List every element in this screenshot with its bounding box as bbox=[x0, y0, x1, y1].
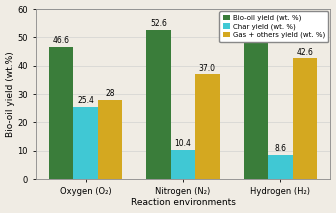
Bar bbox=[98, 100, 122, 179]
Text: 25.4: 25.4 bbox=[77, 96, 94, 105]
Bar bbox=[293, 58, 317, 179]
Text: 10.4: 10.4 bbox=[175, 139, 192, 148]
Bar bbox=[146, 30, 171, 179]
Text: 48.8: 48.8 bbox=[248, 30, 264, 39]
Text: 46.6: 46.6 bbox=[53, 36, 70, 45]
Bar bbox=[268, 155, 293, 179]
Text: 42.6: 42.6 bbox=[296, 48, 313, 57]
Bar bbox=[244, 41, 268, 179]
Legend: Bio-oil yield (wt. %), Char yield (wt. %), Gas + others yield (wt. %): Bio-oil yield (wt. %), Char yield (wt. %… bbox=[219, 11, 328, 42]
Text: 37.0: 37.0 bbox=[199, 63, 216, 72]
Y-axis label: Bio-oil yield (wt.%): Bio-oil yield (wt.%) bbox=[6, 51, 14, 137]
Text: 52.6: 52.6 bbox=[150, 19, 167, 28]
Bar bbox=[49, 47, 73, 179]
X-axis label: Reaction environments: Reaction environments bbox=[131, 199, 236, 207]
Bar bbox=[73, 107, 98, 179]
Bar bbox=[195, 74, 219, 179]
Text: 28: 28 bbox=[105, 89, 115, 98]
Text: 8.6: 8.6 bbox=[275, 144, 287, 153]
Bar bbox=[171, 150, 195, 179]
